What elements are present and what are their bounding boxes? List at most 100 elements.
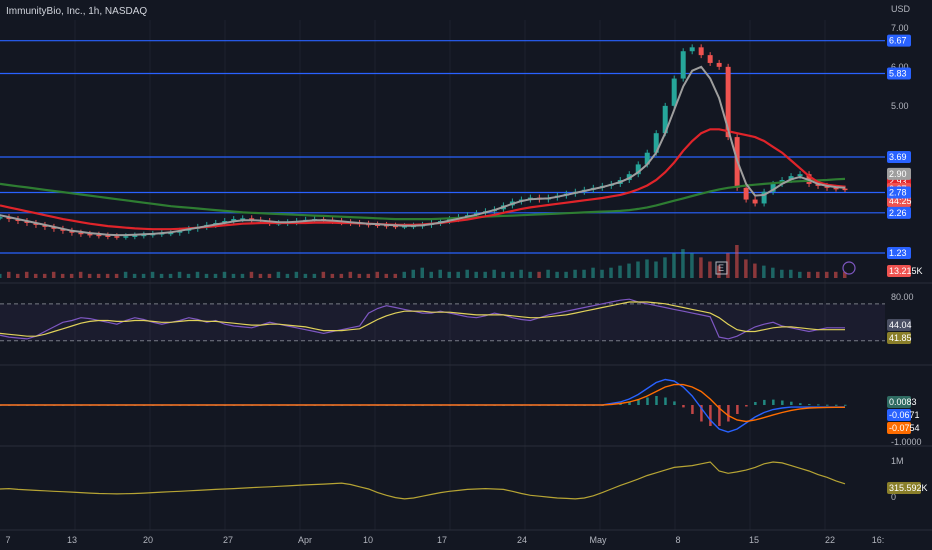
x-tick-label: 8 <box>675 535 680 545</box>
volume-bar <box>51 271 56 278</box>
volume-bar <box>168 273 173 278</box>
volume-bar <box>96 273 101 278</box>
volume-badge-bg <box>887 265 911 277</box>
earnings-marker[interactable] <box>715 261 728 275</box>
volume-bar <box>447 271 451 278</box>
macd-histogram-badge-bg <box>887 396 911 408</box>
volume-bar <box>528 271 532 278</box>
volume-bar <box>564 271 568 278</box>
volume-bar <box>681 249 685 278</box>
volume-bar <box>420 267 424 278</box>
candle-body <box>716 62 722 67</box>
volume-bar <box>159 273 164 278</box>
volume-bar <box>69 273 74 278</box>
volume-bar <box>807 271 811 278</box>
x-tick-label: 16: <box>872 535 885 545</box>
rsi-ma-line <box>0 301 845 337</box>
volume-bar <box>303 273 308 278</box>
volume-bar <box>366 273 371 278</box>
macd-histogram-bar <box>646 397 649 405</box>
rsi-ma-badge: 41.85 <box>889 333 912 343</box>
price-badge-bg <box>887 186 911 199</box>
macd-histogram-bar <box>727 405 730 422</box>
volume-bar <box>87 273 92 278</box>
volume-bar <box>618 265 622 278</box>
macd-histogram-bar <box>628 402 631 405</box>
macd-histogram-bar <box>700 405 703 422</box>
obv-line <box>0 461 846 500</box>
volume-bar <box>114 273 119 278</box>
candle-body <box>402 226 408 228</box>
volume-bar <box>609 267 613 278</box>
earnings-marker-label: E <box>718 263 724 273</box>
obv-bottom-tick: 0 <box>891 492 896 502</box>
candle-body <box>114 236 120 238</box>
volume-bar <box>699 257 703 278</box>
volume-bar <box>42 273 47 278</box>
volume-bar <box>654 261 658 278</box>
candle-body <box>96 234 102 237</box>
candle-body <box>393 225 399 228</box>
candle-body <box>698 47 704 56</box>
volume-bar <box>582 269 586 278</box>
candle-body <box>761 191 767 204</box>
candle-body <box>635 164 641 175</box>
x-tick-label: 27 <box>223 535 233 545</box>
candle-body <box>141 234 147 237</box>
volume-bar <box>348 271 353 278</box>
volume-bar <box>789 269 793 278</box>
price-badge: 2.90 <box>889 169 907 179</box>
price-badge: 3.69 <box>889 152 907 162</box>
price-badge-bg <box>887 167 911 180</box>
volume-bar <box>645 259 649 278</box>
volume-bar <box>0 273 2 278</box>
x-tick-label: 10 <box>363 535 373 545</box>
volume-bar <box>231 273 236 278</box>
x-tick-label: 22 <box>825 535 835 545</box>
sma-mid-line <box>0 128 846 231</box>
candle-body <box>105 235 111 237</box>
price-badge-bg <box>887 34 911 47</box>
currency-label: USD <box>891 4 911 14</box>
candle-body <box>249 218 255 220</box>
volume-bar <box>6 271 11 278</box>
volume-bar <box>393 273 398 278</box>
volume-bar <box>150 271 155 278</box>
candle-body <box>689 47 695 52</box>
candle-body <box>375 224 381 227</box>
symbol-title: ImmunityBio, Inc., 1h, NASDAQ <box>6 6 148 17</box>
volume-bar <box>249 271 254 278</box>
volume-bar <box>15 273 20 278</box>
candle-body <box>797 174 803 177</box>
rsi-value-badge-bg <box>887 319 911 331</box>
volume-bar <box>510 271 514 278</box>
rsi-line <box>0 298 845 340</box>
alert-icon[interactable] <box>842 261 856 275</box>
price-badge: 2.78 <box>889 188 907 198</box>
volume-bar <box>726 253 730 278</box>
volume-bar <box>834 271 838 278</box>
volume-bar <box>636 261 640 278</box>
volume-bar <box>240 273 245 278</box>
volume-bar <box>222 271 227 278</box>
obv-badge-bg <box>887 482 921 494</box>
volume-bar <box>519 269 523 278</box>
macd-bottom-label: -1.0000 <box>891 437 922 447</box>
rsi-value-badge: 44.04 <box>889 320 912 330</box>
candle-body <box>788 176 794 181</box>
volume-bar <box>339 273 344 278</box>
candle-body <box>168 232 174 235</box>
volume-bar <box>762 265 766 278</box>
x-tick-label: 24 <box>517 535 527 545</box>
macd-histogram-bar <box>736 405 739 414</box>
volume-bar <box>555 271 559 278</box>
candle-body <box>680 51 686 79</box>
candle-body <box>78 232 84 235</box>
price-badge-bg <box>887 206 911 219</box>
macd-histogram-bar <box>817 404 820 406</box>
volume-bar <box>690 253 694 278</box>
volume-bar <box>735 245 739 278</box>
x-tick-label: 13 <box>67 535 77 545</box>
